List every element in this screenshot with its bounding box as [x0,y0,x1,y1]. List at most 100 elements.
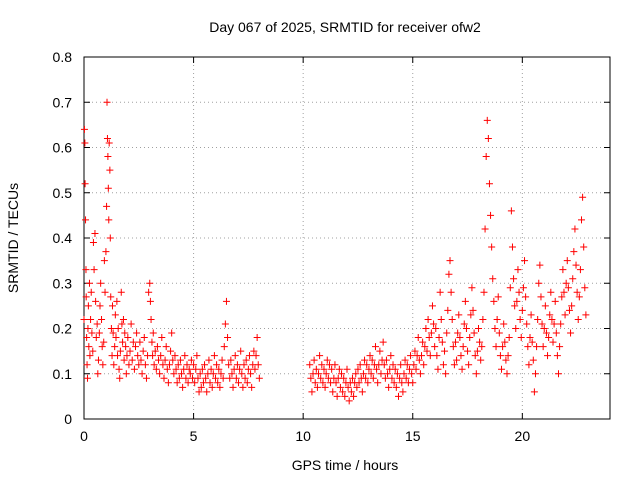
data-point [416,370,424,378]
data-point [156,370,164,378]
data-point [88,329,96,337]
data-point [140,334,148,342]
data-point [399,388,407,396]
data-point [498,365,506,373]
data-point [316,352,324,360]
data-point [171,352,179,360]
data-point [557,320,565,328]
data-point [411,347,419,355]
data-point [103,202,111,210]
data-point [562,279,570,287]
data-point [552,329,560,337]
data-point [103,98,111,106]
data-point [422,325,430,332]
data-point [441,347,449,355]
data-point [90,266,98,274]
data-point [444,306,452,314]
data-point [492,343,500,351]
data-point [526,334,534,342]
data-point [563,257,571,265]
data-point [539,343,547,351]
data-point [347,388,355,396]
data-point [218,356,226,364]
data-point [397,361,405,369]
data-point [105,216,113,224]
data-point [564,284,572,292]
data-point [194,374,202,382]
data-point [173,379,181,387]
data-point [254,361,262,369]
data-point [468,284,476,292]
data-point [157,352,165,360]
data-point [82,293,90,301]
data-point [376,347,384,355]
data-point [150,361,158,369]
data-point [575,293,583,301]
data-point [489,275,497,283]
data-point [118,320,126,328]
data-point [374,379,382,387]
data-point [478,343,486,351]
data-point [472,370,480,378]
data-point [225,361,233,369]
y-tick-label: 0.2 [53,321,73,337]
data-point [83,361,91,369]
data-point [464,347,472,355]
data-point [477,356,485,364]
data-point [228,370,236,378]
data-point [216,383,224,391]
data-point [439,361,447,369]
data-point [578,216,586,224]
x-axis-title: GPS time / hours [292,457,399,473]
data-point [428,302,436,310]
data-point [205,356,213,364]
data-point [571,225,579,233]
data-point [185,365,193,373]
data-point [435,334,443,342]
data-point [95,329,103,337]
data-point [364,379,372,387]
data-point [100,338,108,346]
data-point [518,306,526,314]
data-point [105,139,113,147]
data-point [570,248,578,256]
data-point [244,365,252,373]
data-point [208,383,216,391]
data-point [119,315,127,323]
data-point [312,365,320,373]
data-point [109,329,117,337]
data-point [511,302,519,310]
data-point [169,356,177,364]
data-point [538,320,546,328]
data-point [82,266,90,274]
data-point [381,374,389,382]
data-point [533,343,541,351]
data-point [340,374,348,382]
x-tick-label: 20 [515,428,531,444]
data-point [366,352,374,360]
data-point [206,379,214,387]
data-point [199,379,207,387]
data-point [395,392,403,400]
data-point [396,374,404,382]
data-point [487,211,495,219]
data-point [388,374,396,382]
data-point [445,270,453,278]
data-point [421,343,429,351]
data-point [252,352,260,360]
data-point [469,306,477,314]
data-point [114,325,122,332]
data-point [193,352,201,360]
data-point [145,288,153,296]
data-point [323,356,331,364]
data-point [104,184,112,192]
data-point [385,383,393,391]
data-point [226,374,234,382]
data-point [163,365,171,373]
data-point [473,347,481,355]
data-point [475,325,482,332]
data-point [504,352,512,360]
data-point [321,383,329,391]
data-point [405,365,413,373]
data-point [317,374,325,382]
